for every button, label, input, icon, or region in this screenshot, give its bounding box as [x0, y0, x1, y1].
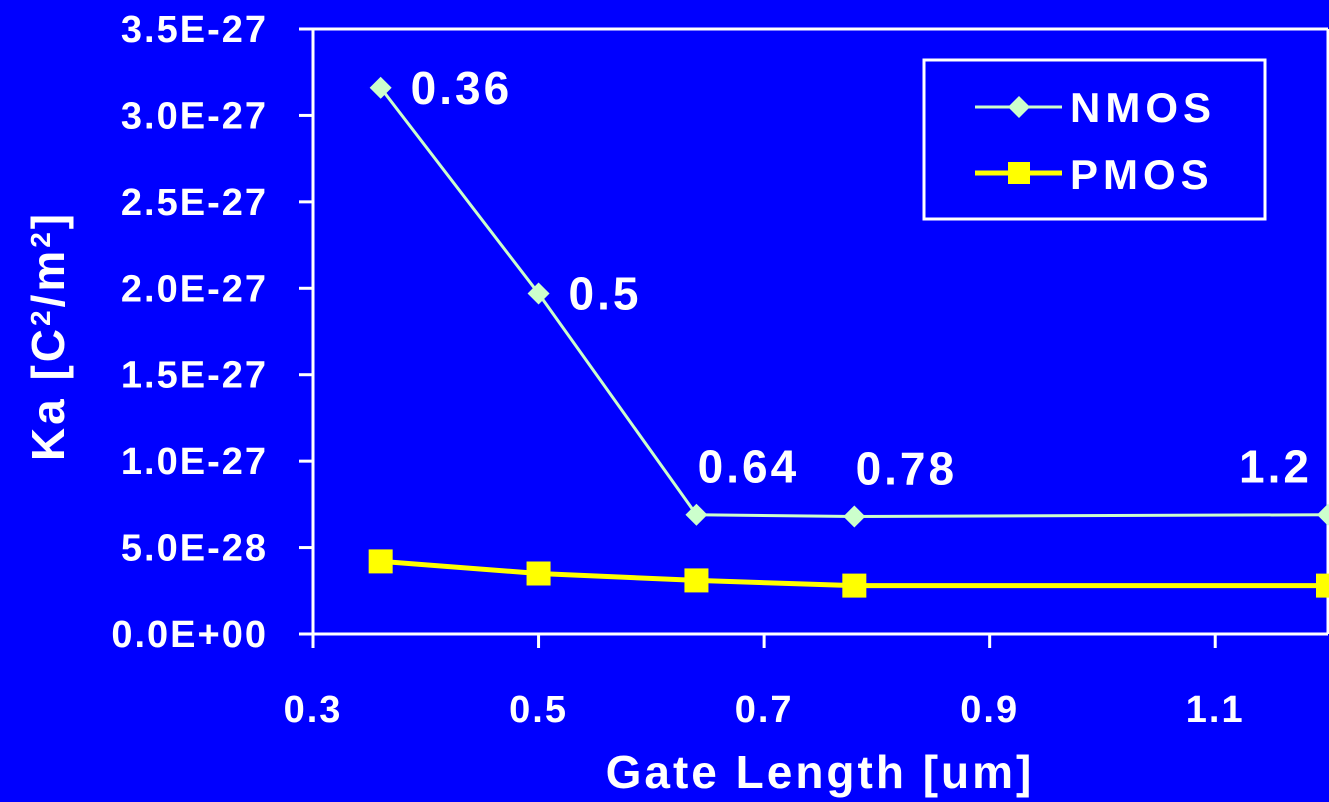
- plot-area: 0.0E+00 5.0E-28 1.0E-27 1.5E-27 2.0E-27 2.5E-…: [111, 9, 1329, 731]
- nmos-point: [1317, 503, 1329, 526]
- x-tick-label: 1.1: [1186, 689, 1245, 731]
- nmos-point: [527, 282, 550, 305]
- pmos-point: [368, 549, 393, 574]
- y-axis-title-superscript-1: 2: [25, 307, 56, 326]
- data-label: 1.2: [1239, 441, 1312, 493]
- x-axis-title: Gate Length [um]: [606, 746, 1035, 798]
- y-tick-label: 0.0E+00: [111, 614, 268, 656]
- legend-nmos-label: NMOS: [1070, 84, 1216, 131]
- y-axis-title: Ka [C2/m2]: [22, 211, 74, 461]
- data-label: 0.64: [698, 441, 800, 493]
- legend-pmos-marker: [1008, 162, 1030, 184]
- x-tick-label: 0.9: [960, 689, 1019, 731]
- y-axis-title-main: Ka [C: [22, 326, 74, 461]
- y-axis-title-end: ]: [22, 211, 74, 229]
- data-label: 0.36: [411, 62, 513, 114]
- nmos-point: [685, 503, 708, 526]
- x-tick-label: 0.7: [735, 689, 794, 731]
- y-axis-title-superscript-2: 2: [25, 229, 56, 248]
- y-axis-title-middle: /m: [22, 248, 74, 308]
- pmos-point: [684, 568, 709, 593]
- y-tick-label: 2.0E-27: [121, 268, 268, 310]
- nmos-point: [369, 76, 392, 99]
- pmos-point: [842, 573, 867, 598]
- legend-nmos-marker: [1008, 96, 1030, 118]
- y-tick-label: 1.0E-27: [121, 441, 268, 483]
- x-tick-label: 0.3: [284, 689, 343, 731]
- data-label: 0.5: [569, 267, 642, 319]
- legend-pmos-label: PMOS: [1070, 151, 1214, 198]
- legend: NMOS PMOS: [922, 58, 1267, 221]
- pmos-point: [526, 561, 551, 586]
- x-tick-label: 0.5: [509, 689, 568, 731]
- data-label: 0.78: [856, 442, 958, 494]
- y-tick-label: 3.5E-27: [121, 9, 268, 51]
- nmos-point: [843, 505, 866, 528]
- y-tick-label: 3.0E-27: [121, 95, 268, 137]
- y-tick-label: 2.5E-27: [121, 182, 268, 224]
- y-tick-label: 5.0E-28: [121, 528, 268, 570]
- pmos-point: [1316, 573, 1329, 598]
- legend-box: [922, 58, 1267, 221]
- y-tick-label: 1.5E-27: [121, 355, 268, 397]
